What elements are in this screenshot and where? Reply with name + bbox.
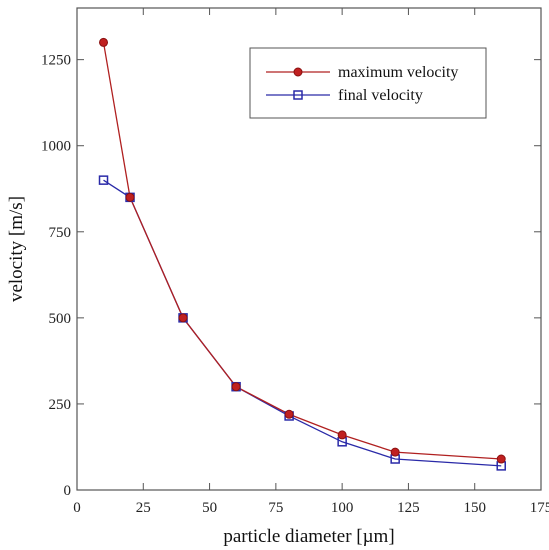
series-layer bbox=[98, 37, 506, 471]
legend-label-maximum-velocity: maximum velocity bbox=[338, 64, 458, 81]
legend-marker-maximum-velocity bbox=[293, 67, 303, 77]
x-tick-label: 150 bbox=[463, 500, 486, 516]
y-tick-label: 1000 bbox=[41, 139, 71, 155]
data-point-maximum-velocity bbox=[178, 313, 188, 323]
data-point-maximum-velocity bbox=[125, 192, 135, 202]
series-line-maximum-velocity bbox=[102, 42, 502, 460]
y-axis-title: velocity [m/s] bbox=[6, 196, 27, 302]
y-tick-label: 250 bbox=[49, 397, 72, 413]
data-point-maximum-velocity bbox=[337, 430, 347, 440]
series-line-final-velocity bbox=[103, 179, 502, 467]
data-point-maximum-velocity bbox=[231, 382, 241, 392]
x-tick-label: 175 bbox=[530, 500, 549, 516]
y-tick-label: 1250 bbox=[41, 53, 71, 69]
data-point-maximum-velocity bbox=[284, 409, 294, 419]
x-tick-label: 50 bbox=[202, 500, 217, 516]
y-tick-label: 750 bbox=[49, 225, 72, 241]
legend-marker-final-velocity bbox=[293, 90, 303, 100]
x-tick-label: 0 bbox=[73, 500, 81, 516]
data-point-final-velocity bbox=[98, 175, 109, 185]
x-axis-title: particle diameter [µm] bbox=[223, 526, 394, 547]
legend-box bbox=[249, 47, 487, 119]
plot-frame bbox=[76, 7, 542, 491]
y-tick-label: 0 bbox=[64, 483, 72, 499]
data-point-maximum-velocity bbox=[496, 454, 506, 464]
legend: maximum velocity final velocity bbox=[249, 47, 487, 119]
x-tick-label: 25 bbox=[136, 500, 151, 516]
data-point-maximum-velocity bbox=[390, 447, 400, 457]
axes: 0 25 50 75 100 125 150 175 0 250 500 750 1000 1250 bbox=[41, 8, 549, 516]
x-tick-label: 75 bbox=[268, 500, 283, 516]
legend-label-final-velocity: final velocity bbox=[338, 87, 423, 104]
x-tick-label: 100 bbox=[331, 500, 354, 516]
y-tick-label: 500 bbox=[49, 311, 72, 327]
data-point-maximum-velocity bbox=[99, 37, 109, 47]
x-tick-label: 125 bbox=[397, 500, 420, 516]
